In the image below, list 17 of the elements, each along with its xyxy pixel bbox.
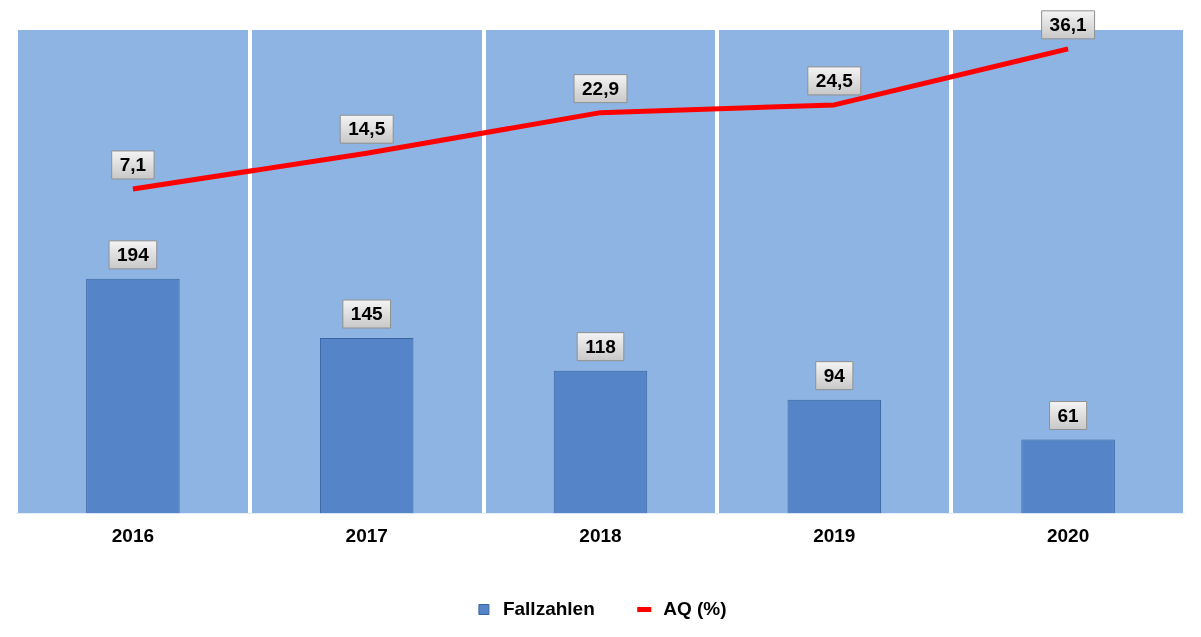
data-label: 24,5 <box>815 70 854 92</box>
x-tick-label: 2016 <box>111 524 155 546</box>
data-label: 22,9 <box>582 77 619 99</box>
data-label: 61 <box>1057 404 1080 426</box>
data-label: 118 <box>585 335 616 357</box>
legend-label: Fallzahlen <box>502 597 595 619</box>
data-label: 194 <box>117 244 150 266</box>
data-label: 145 <box>350 303 383 325</box>
data-label: 7,1 <box>119 154 147 176</box>
x-tick-label: 2017 <box>345 524 388 546</box>
x-tick-label: 2018 <box>579 524 622 546</box>
data-label: 36,1 <box>1049 14 1088 36</box>
data-label: 94 <box>823 364 846 386</box>
x-tick-label: 2020 <box>1046 524 1090 546</box>
legend-label: AQ (%) <box>663 597 727 619</box>
x-tick-label: 2019 <box>813 524 856 546</box>
data-label: 14,5 <box>348 118 386 140</box>
